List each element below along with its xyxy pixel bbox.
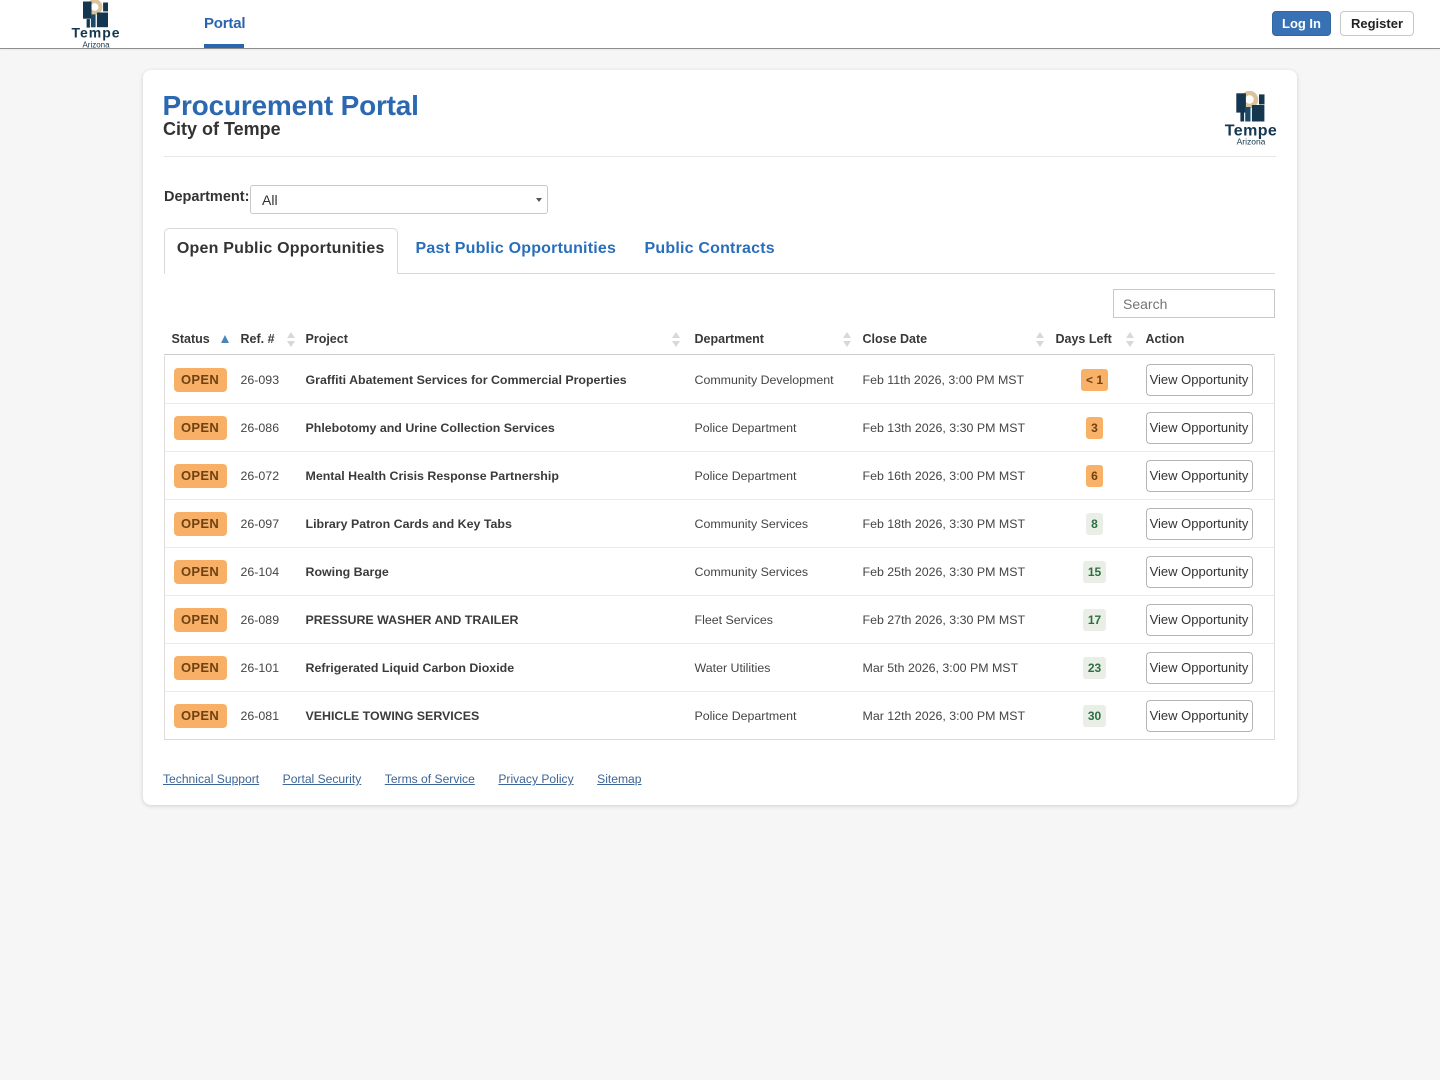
svg-text:Tempe: Tempe [1225,123,1277,140]
svg-text:Arizona: Arizona [1237,137,1266,147]
svg-text:Arizona: Arizona [82,41,110,50]
svg-text:Tempe: Tempe [71,25,120,41]
